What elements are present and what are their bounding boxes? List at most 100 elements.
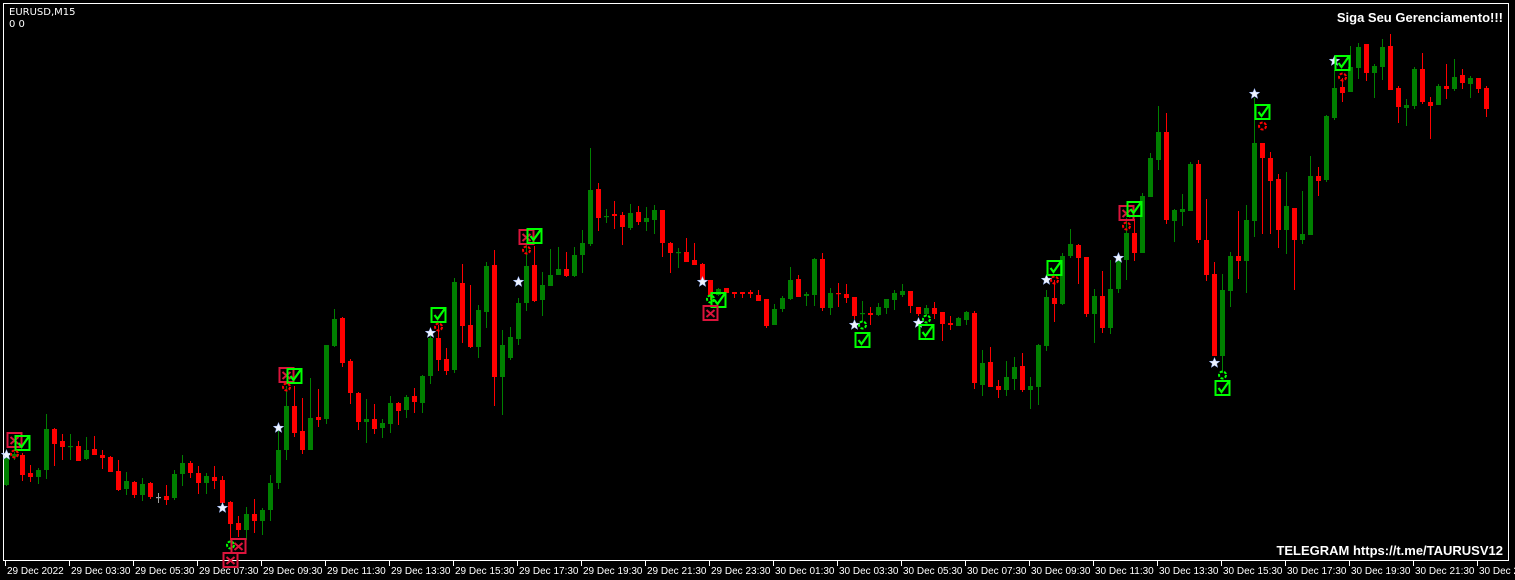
candle-body (164, 496, 169, 500)
candle-body (412, 396, 417, 402)
candle (884, 299, 889, 314)
time-label: 29 Dec 09:30 (263, 566, 323, 577)
time-label: 30 Dec 03:30 (839, 566, 899, 577)
candle-body (1108, 289, 1113, 328)
candle-body (244, 514, 249, 530)
candle-body (604, 216, 609, 218)
candle (804, 292, 809, 306)
candle (996, 380, 1001, 398)
candle (52, 428, 57, 466)
green-ring-icon (922, 314, 931, 324)
red-ring-icon (1258, 121, 1267, 131)
candle (220, 476, 225, 503)
candle-body (996, 386, 1001, 390)
candle-body (348, 361, 353, 393)
candle (908, 291, 913, 313)
candle (124, 472, 129, 495)
candle-body (1260, 143, 1265, 158)
candle (300, 398, 305, 454)
candle (180, 455, 185, 486)
candle (596, 183, 601, 231)
candle-body (116, 471, 121, 490)
candle-body (548, 275, 553, 286)
candle (748, 290, 753, 298)
candle (332, 309, 337, 347)
candle (284, 386, 289, 460)
candle-body (308, 418, 313, 450)
candle-body (4, 458, 9, 485)
candle (1268, 152, 1273, 234)
star-icon (1112, 251, 1125, 263)
time-label: 29 Dec 11:30 (327, 566, 386, 577)
candle (868, 307, 873, 325)
candle-body (1076, 245, 1081, 258)
candle-body (220, 480, 225, 503)
candle-body (124, 481, 129, 489)
candle-body (1228, 256, 1233, 291)
red-ring-icon (282, 382, 291, 392)
candle (1044, 290, 1049, 351)
candle (316, 389, 321, 427)
time-label: 30 Dec 09:30 (1031, 566, 1091, 577)
candle-body (860, 313, 865, 315)
candle-body (508, 337, 513, 358)
candle (100, 450, 105, 469)
candle (732, 292, 737, 298)
candle-body (916, 307, 921, 314)
candle (308, 378, 313, 450)
candle (396, 402, 401, 425)
candle (540, 272, 545, 316)
candle-body (1276, 179, 1281, 230)
candle-body (964, 312, 969, 320)
candle (1132, 219, 1137, 261)
candle-body (84, 450, 89, 459)
candle (1220, 274, 1225, 373)
candle (268, 475, 273, 521)
candle-body (1372, 66, 1377, 73)
star-icon (696, 275, 709, 287)
candle-body (1436, 86, 1441, 105)
candle (1452, 59, 1457, 91)
candle-body (540, 285, 545, 300)
check-box-icon (1214, 380, 1231, 396)
candle-body (660, 210, 665, 243)
candle-body (772, 309, 777, 325)
candle (404, 395, 409, 418)
candle (12, 452, 17, 460)
candle (628, 204, 633, 230)
candle-body (1316, 176, 1321, 181)
candle-body (436, 338, 441, 360)
candle-body (100, 455, 105, 458)
candle-body (428, 338, 433, 376)
candle-body (1404, 105, 1409, 108)
candle (1156, 106, 1161, 170)
candle (324, 345, 329, 424)
red-ring-icon (1338, 72, 1347, 82)
candle-body (1060, 256, 1065, 304)
time-label: 30 Dec 21:30 (1415, 566, 1475, 577)
candle (588, 148, 593, 246)
candle-body (796, 279, 801, 297)
candle (44, 414, 49, 479)
time-label: 29 Dec 17:30 (519, 566, 579, 577)
candle (740, 292, 745, 298)
candle (60, 434, 65, 460)
candle (1036, 344, 1041, 405)
candle (340, 317, 345, 367)
candle-body (988, 362, 993, 387)
candle (444, 348, 449, 375)
candle-body (652, 210, 657, 220)
candle (76, 441, 81, 461)
candle (852, 297, 857, 319)
candle (156, 493, 161, 503)
green-ring-icon (1218, 370, 1227, 380)
candle-body (28, 473, 33, 477)
candle (116, 460, 121, 491)
telegram-link-text[interactable]: TELEGRAM https://t.me/TAURUSV12 (1276, 543, 1503, 558)
candle-body (364, 419, 369, 422)
candle-body (340, 318, 345, 363)
candle-body (500, 345, 505, 377)
candle (1180, 194, 1185, 226)
